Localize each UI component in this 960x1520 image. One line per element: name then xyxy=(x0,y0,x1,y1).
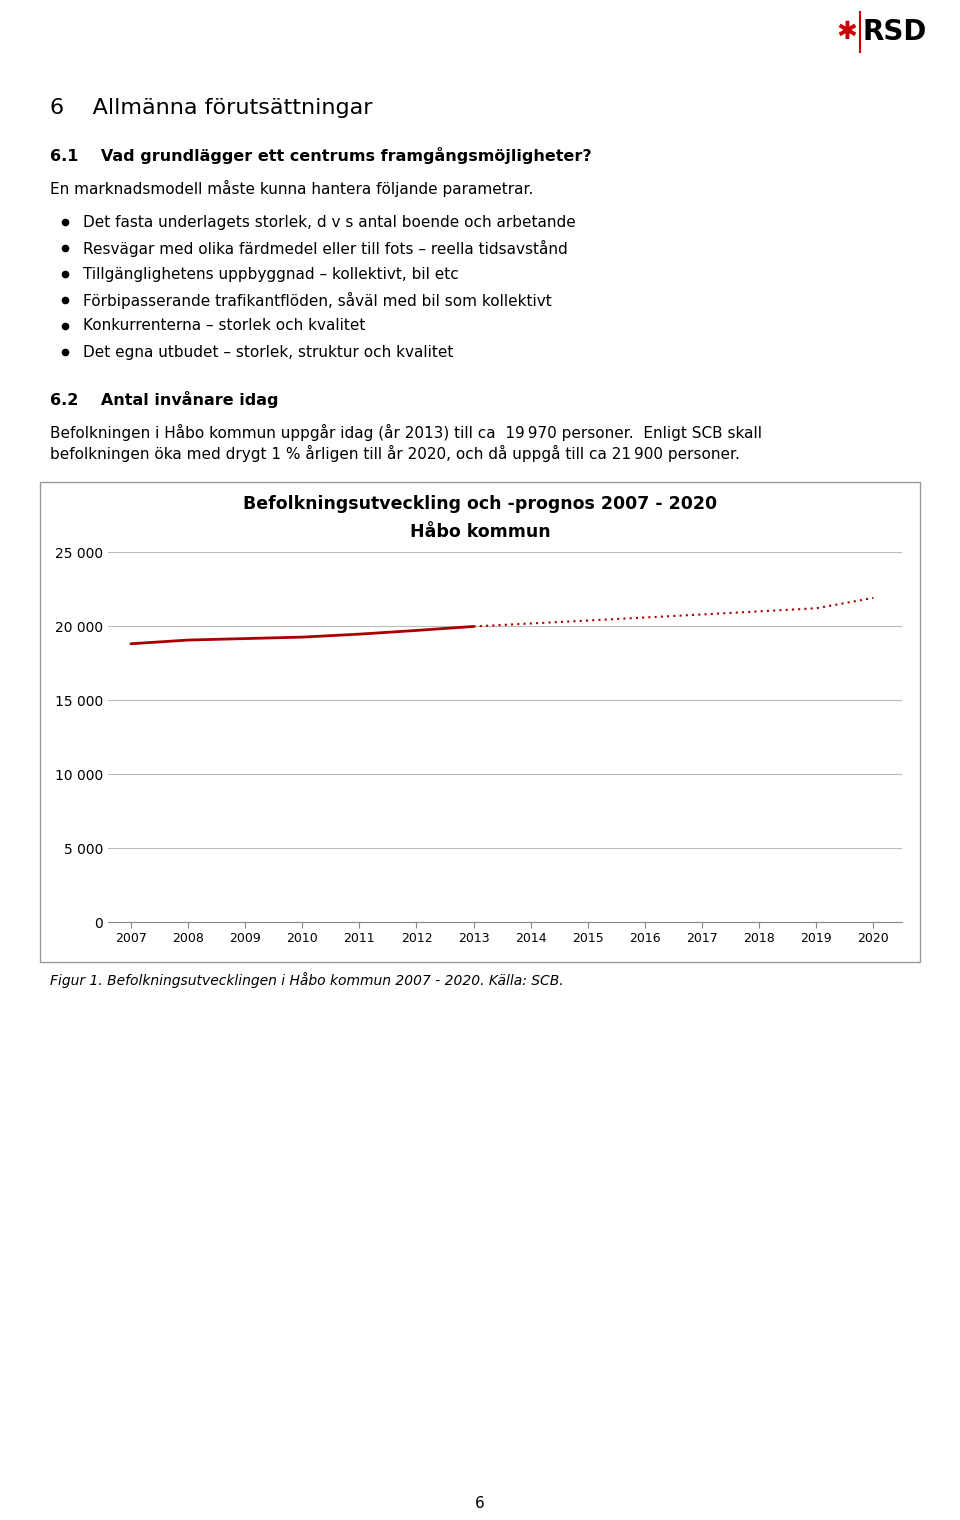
Text: Det fasta underlagets storlek, d v s antal boende och arbetande: Det fasta underlagets storlek, d v s ant… xyxy=(83,214,576,230)
Text: En marknadsmodell måste kunna hantera följande parametrar.: En marknadsmodell måste kunna hantera fö… xyxy=(50,179,534,196)
Bar xyxy=(40,482,920,962)
Text: Förbipasserande trafikantflöden, såväl med bil som kollektivt: Förbipasserande trafikantflöden, såväl m… xyxy=(83,292,552,309)
Text: Figur 1. Befolkningsutvecklingen i Håbo kommun 2007 - 2020. Källa: SCB.: Figur 1. Befolkningsutvecklingen i Håbo … xyxy=(50,971,564,988)
Text: RSD: RSD xyxy=(863,18,927,46)
Text: Konkurrenterna – storlek och kvalitet: Konkurrenterna – storlek och kvalitet xyxy=(83,319,366,333)
Text: Befolkningsutveckling och -prognos 2007 - 2020: Befolkningsutveckling och -prognos 2007 … xyxy=(243,496,717,514)
Text: 6.1    Vad grundlägger ett centrums framgångsmöjligheter?: 6.1 Vad grundlägger ett centrums framgån… xyxy=(50,146,591,164)
Text: befolkningen öka med drygt 1 % årligen till år 2020, och då uppgå till ca 21 900: befolkningen öka med drygt 1 % årligen t… xyxy=(50,444,740,462)
Text: 6    Allmänna förutsättningar: 6 Allmänna förutsättningar xyxy=(50,97,372,119)
Text: ✱: ✱ xyxy=(836,20,857,44)
Text: 6: 6 xyxy=(475,1496,485,1511)
Text: 6.2    Antal invånare idag: 6.2 Antal invånare idag xyxy=(50,392,278,409)
Text: Tillgänglighetens uppbyggnad – kollektivt, bil etc: Tillgänglighetens uppbyggnad – kollektiv… xyxy=(83,266,459,281)
Text: Befolkningen i Håbo kommun uppgår idag (år 2013) till ca  19 970 personer.  Enli: Befolkningen i Håbo kommun uppgår idag (… xyxy=(50,424,762,441)
Text: Det egna utbudet – storlek, struktur och kvalitet: Det egna utbudet – storlek, struktur och… xyxy=(83,345,453,360)
Text: Resvägar med olika färdmedel eller till fots – reella tidsavstånd: Resvägar med olika färdmedel eller till … xyxy=(83,240,567,257)
Text: Håbo kommun: Håbo kommun xyxy=(410,523,550,541)
